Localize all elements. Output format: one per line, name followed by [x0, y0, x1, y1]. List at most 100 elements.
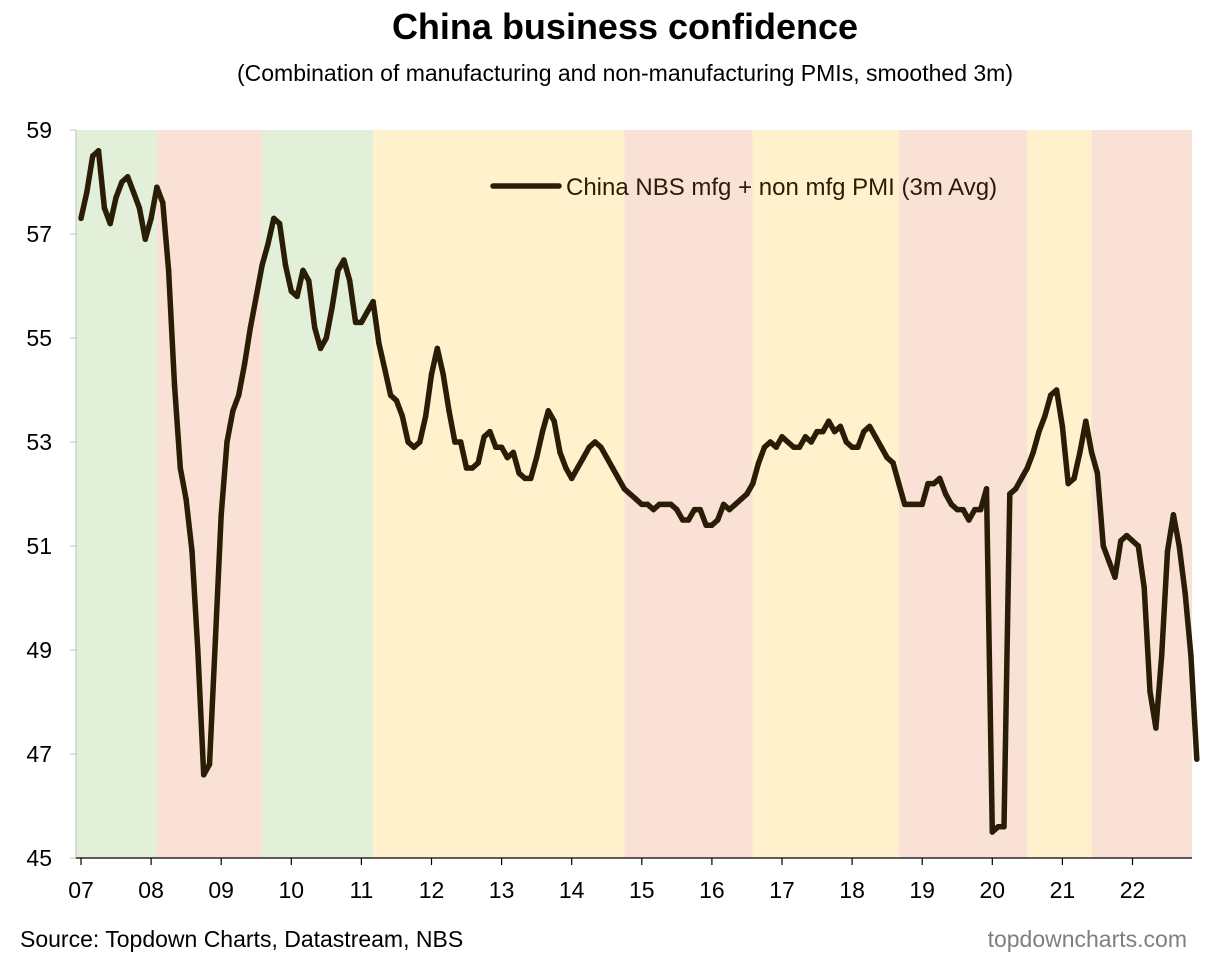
- data-point: [714, 517, 721, 523]
- y-tick-label: 57: [26, 221, 52, 247]
- data-point: [481, 434, 487, 440]
- data-point: [592, 439, 598, 445]
- data-point: [861, 428, 867, 435]
- data-point: [294, 293, 300, 300]
- data-point: [516, 470, 522, 476]
- data-point: [510, 449, 517, 456]
- data-point: [247, 324, 254, 331]
- y-tick-label: 55: [26, 325, 52, 351]
- chart-title: China business confidence: [391, 6, 859, 47]
- data-point: [750, 480, 756, 487]
- data-point: [1123, 532, 1130, 539]
- data-point: [311, 324, 318, 331]
- data-point: [691, 506, 698, 513]
- data-point: [89, 153, 96, 159]
- data-point: [896, 480, 902, 487]
- background-band-8: [1027, 130, 1092, 858]
- data-point: [487, 428, 493, 435]
- data-point: [773, 444, 779, 450]
- data-point: [434, 345, 441, 352]
- data-point: [1153, 725, 1159, 731]
- data-point: [533, 454, 540, 461]
- data-point: [1030, 449, 1036, 456]
- data-point: [1012, 486, 1019, 492]
- brand-watermark: topdowncharts.com: [987, 926, 1187, 952]
- data-point: [954, 506, 960, 513]
- y-tick-label: 51: [26, 533, 52, 559]
- data-point: [1100, 543, 1107, 549]
- data-point: [615, 475, 622, 482]
- data-point: [884, 454, 890, 461]
- x-axis-ticks: 07 08 09 10 11 12 13 14 15 16 17 18 19 20 21 22: [68, 858, 1145, 903]
- data-point: [1147, 688, 1153, 695]
- data-point: [913, 501, 920, 508]
- data-point: [1018, 475, 1025, 482]
- data-point: [364, 309, 370, 315]
- data-point: [866, 423, 873, 430]
- data-point: [341, 257, 347, 263]
- data-point: [452, 439, 458, 445]
- data-point: [1129, 538, 1136, 544]
- data-point: [288, 288, 295, 294]
- data-point: [662, 501, 668, 508]
- x-tick-label: 15: [629, 877, 655, 903]
- x-tick-label: 22: [1120, 877, 1146, 903]
- data-point: [282, 262, 289, 268]
- data-point: [568, 475, 575, 482]
- series-layer: [78, 148, 1200, 835]
- y-axis-ticks: 45 47 49 51 53 55 57 59: [26, 117, 76, 871]
- data-point: [417, 439, 423, 445]
- data-point: [1007, 491, 1013, 497]
- data-point: [755, 460, 762, 466]
- data-point: [457, 439, 464, 445]
- data-point: [177, 465, 184, 471]
- data-point: [259, 262, 265, 268]
- x-tick-label: 08: [138, 877, 164, 903]
- data-point: [825, 418, 832, 424]
- data-point: [119, 179, 125, 185]
- x-tick-label: 10: [279, 877, 305, 903]
- data-point: [709, 522, 715, 528]
- data-point: [1047, 392, 1054, 398]
- data-point: [1042, 413, 1048, 419]
- x-tick-label: 16: [699, 877, 725, 903]
- data-point: [633, 496, 639, 502]
- data-point: [726, 506, 733, 513]
- data-point: [78, 215, 84, 222]
- data-point: [808, 439, 814, 445]
- data-point: [1024, 465, 1031, 471]
- data-point: [1194, 756, 1200, 762]
- x-tick-label: 14: [559, 877, 585, 903]
- data-point: [802, 434, 809, 440]
- data-point: [1036, 428, 1042, 435]
- data-point: [604, 454, 610, 461]
- data-point: [551, 418, 557, 424]
- data-point: [901, 501, 908, 508]
- data-point: [253, 293, 260, 300]
- data-point: [814, 428, 820, 435]
- data-point: [136, 205, 143, 211]
- data-point: [171, 382, 178, 388]
- data-point: [113, 194, 119, 201]
- data-point: [376, 340, 382, 346]
- data-point: [983, 486, 990, 492]
- data-point: [738, 496, 744, 502]
- data-point: [475, 460, 481, 466]
- data-point: [545, 408, 552, 414]
- data-point: [995, 824, 1001, 830]
- data-point: [668, 501, 674, 508]
- data-point: [241, 361, 248, 367]
- data-point: [300, 267, 306, 274]
- data-point: [563, 465, 569, 471]
- data-point: [212, 636, 219, 643]
- data-point: [1001, 824, 1007, 830]
- data-point: [966, 517, 972, 523]
- data-point: [732, 501, 739, 508]
- data-point: [989, 829, 996, 835]
- data-point: [1112, 574, 1118, 580]
- data-point: [1158, 652, 1165, 658]
- x-tick-label: 21: [1050, 877, 1076, 903]
- data-point: [779, 434, 785, 440]
- data-point: [95, 148, 102, 154]
- data-point: [919, 501, 925, 508]
